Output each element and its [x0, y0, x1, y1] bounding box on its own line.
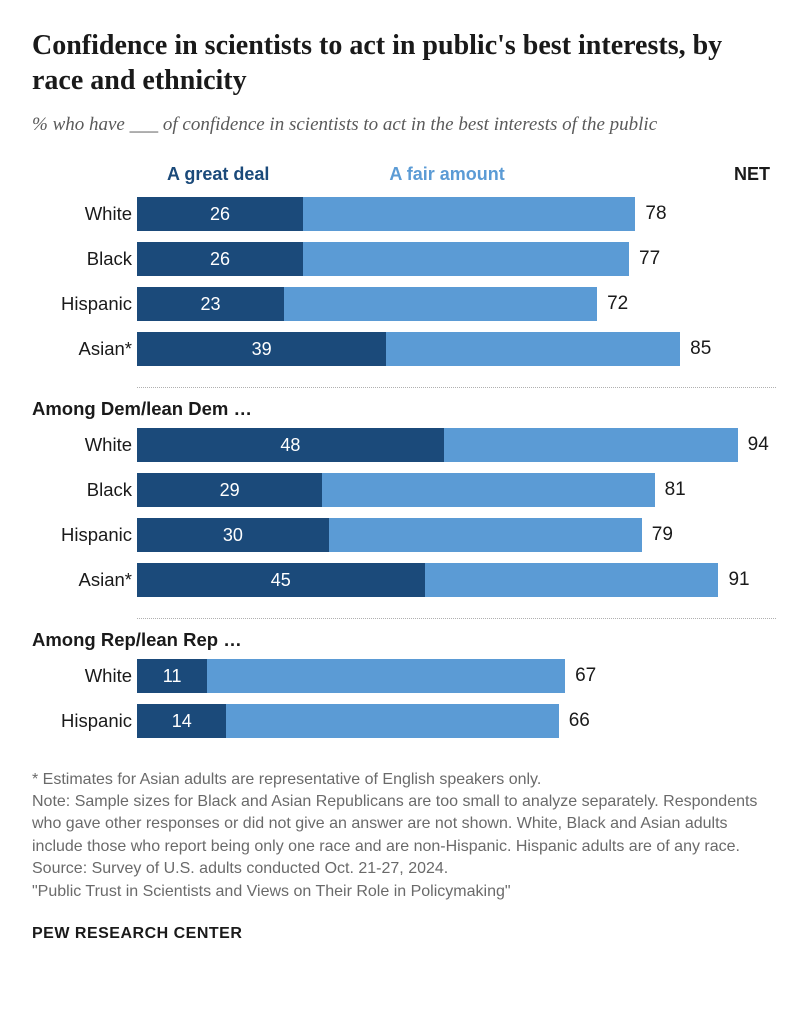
bar-segment-fair-amount	[425, 563, 719, 597]
bar-segment-fair-amount	[322, 473, 654, 507]
note-source: Source: Survey of U.S. adults conducted …	[32, 858, 776, 880]
row-label: Black	[32, 479, 132, 501]
group-title: Among Dem/lean Dem …	[32, 398, 776, 420]
bar-row: White4894	[137, 426, 776, 465]
net-value: 72	[607, 293, 628, 315]
bar-track: 26 77	[137, 242, 776, 276]
net-value: 91	[728, 569, 749, 591]
row-label: White	[32, 434, 132, 456]
net-value: 85	[690, 338, 711, 360]
chart-group: White2678Black2677Hispanic2372Asian*3985	[137, 195, 776, 388]
chart-subtitle: % who have ___ of confidence in scientis…	[32, 112, 776, 138]
bar-track: 14 66	[137, 704, 776, 738]
chart-group: Among Dem/lean Dem …White4894Black2981Hi…	[137, 398, 776, 619]
net-value: 77	[639, 248, 660, 270]
legend-great-deal: A great deal	[167, 164, 269, 185]
bar-row: Asian*4591	[137, 561, 776, 600]
bar-track: 45 91	[137, 563, 776, 597]
legend-fair-amount: A fair amount	[389, 164, 504, 185]
bar-row: Hispanic3079	[137, 516, 776, 555]
bar-segment-great-deal: 29	[137, 473, 322, 507]
bar-row: White1167	[137, 657, 776, 696]
bar-row: Asian*3985	[137, 330, 776, 369]
chart-area: A great deal A fair amount NET White2678…	[32, 164, 776, 759]
row-label: Hispanic	[32, 710, 132, 732]
row-label: Asian*	[32, 569, 132, 591]
row-label: Hispanic	[32, 524, 132, 546]
bar-segment-fair-amount	[303, 197, 635, 231]
bar-segment-fair-amount	[386, 332, 680, 366]
bar-track: 26 78	[137, 197, 776, 231]
chart-group: Among Rep/lean Rep …White1167Hispanic146…	[137, 629, 776, 759]
bar-segment-great-deal: 48	[137, 428, 444, 462]
bar-segment-great-deal: 14	[137, 704, 226, 738]
bar-row: Hispanic2372	[137, 285, 776, 324]
bar-track: 30 79	[137, 518, 776, 552]
bar-segment-great-deal: 39	[137, 332, 386, 366]
brand-footer: PEW RESEARCH CENTER	[32, 925, 776, 943]
row-label: Asian*	[32, 338, 132, 360]
bar-segment-great-deal: 45	[137, 563, 425, 597]
bar-segment-great-deal: 23	[137, 287, 284, 321]
legend-row: A great deal A fair amount NET	[137, 164, 776, 185]
net-value: 94	[748, 434, 769, 456]
bar-track: 23 72	[137, 287, 776, 321]
bar-segment-great-deal: 26	[137, 242, 303, 276]
net-value: 67	[575, 665, 596, 687]
bar-row: Black2981	[137, 471, 776, 510]
net-value: 81	[665, 479, 686, 501]
legend-net: NET	[734, 164, 776, 185]
group-title: Among Rep/lean Rep …	[32, 629, 776, 651]
bar-row: Black2677	[137, 240, 776, 279]
row-label: Hispanic	[32, 293, 132, 315]
bar-row: White2678	[137, 195, 776, 234]
bar-segment-fair-amount	[226, 704, 558, 738]
chart-title: Confidence in scientists to act in publi…	[32, 28, 776, 98]
bar-track: 11 67	[137, 659, 776, 693]
row-label: White	[32, 665, 132, 687]
row-label: Black	[32, 248, 132, 270]
bar-segment-fair-amount	[444, 428, 738, 462]
bar-segment-great-deal: 26	[137, 197, 303, 231]
net-value: 78	[645, 203, 666, 225]
bar-segment-great-deal: 30	[137, 518, 329, 552]
row-label: White	[32, 203, 132, 225]
bar-track: 29 81	[137, 473, 776, 507]
chart-notes: * Estimates for Asian adults are represe…	[32, 769, 776, 903]
note-asterisk: * Estimates for Asian adults are represe…	[32, 769, 776, 791]
bar-segment-great-deal: 11	[137, 659, 207, 693]
bar-segment-fair-amount	[207, 659, 565, 693]
bar-segment-fair-amount	[303, 242, 629, 276]
net-value: 79	[652, 524, 673, 546]
note-main: Note: Sample sizes for Black and Asian R…	[32, 791, 776, 858]
bar-track: 39 85	[137, 332, 776, 366]
net-value: 66	[569, 710, 590, 732]
bar-segment-fair-amount	[284, 287, 597, 321]
bar-track: 48 94	[137, 428, 776, 462]
note-report: "Public Trust in Scientists and Views on…	[32, 881, 776, 903]
bar-row: Hispanic1466	[137, 702, 776, 741]
bar-segment-fair-amount	[329, 518, 642, 552]
